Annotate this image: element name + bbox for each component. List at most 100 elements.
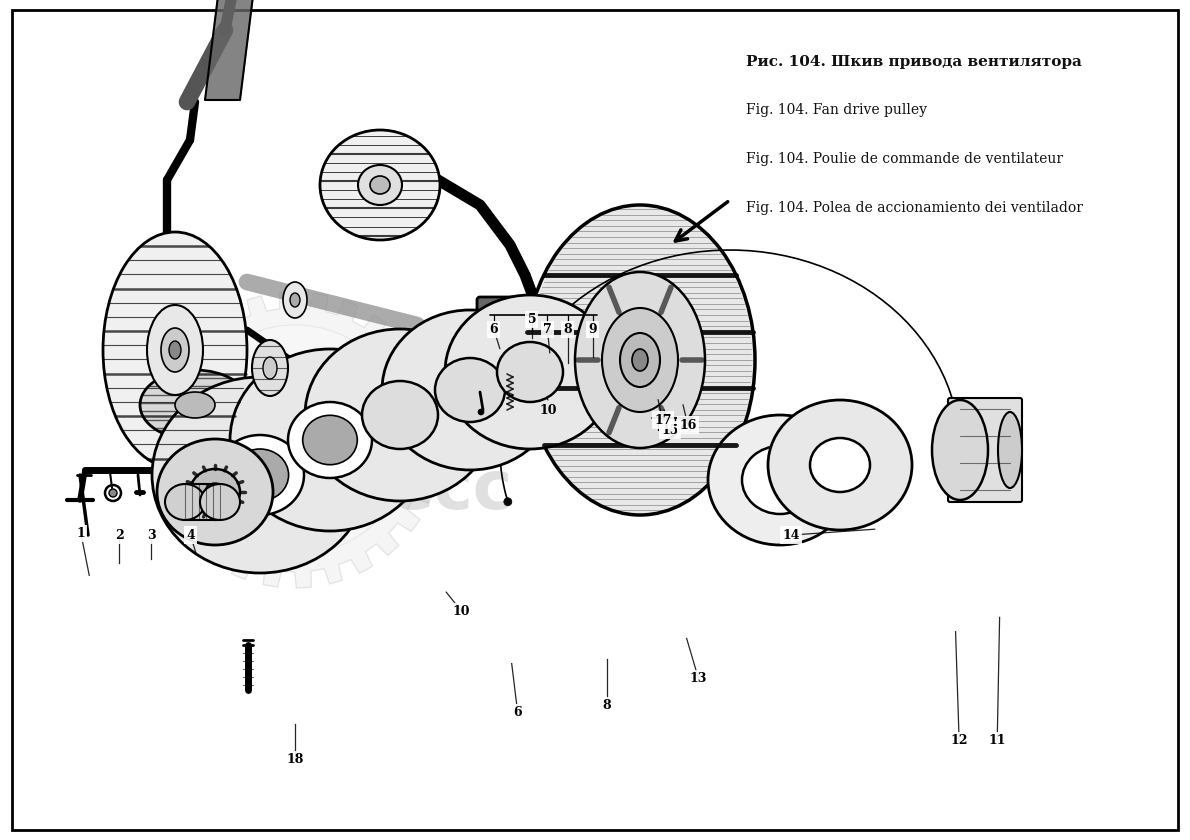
Text: 14: 14 bbox=[783, 528, 800, 542]
Circle shape bbox=[420, 426, 430, 436]
Text: 11: 11 bbox=[989, 734, 1006, 748]
Circle shape bbox=[530, 385, 539, 395]
Ellipse shape bbox=[708, 415, 852, 545]
Circle shape bbox=[837, 414, 844, 422]
Ellipse shape bbox=[305, 329, 495, 501]
Ellipse shape bbox=[445, 295, 615, 449]
Circle shape bbox=[635, 425, 645, 435]
Ellipse shape bbox=[370, 176, 390, 194]
Polygon shape bbox=[205, 0, 255, 100]
Ellipse shape bbox=[240, 385, 350, 495]
Circle shape bbox=[376, 388, 387, 398]
Circle shape bbox=[311, 521, 321, 531]
Circle shape bbox=[401, 385, 411, 395]
Circle shape bbox=[199, 521, 209, 531]
Ellipse shape bbox=[362, 381, 438, 449]
Ellipse shape bbox=[525, 205, 754, 515]
Circle shape bbox=[478, 409, 484, 415]
FancyBboxPatch shape bbox=[477, 297, 574, 368]
Circle shape bbox=[672, 405, 682, 414]
Text: 1: 1 bbox=[76, 527, 86, 540]
Ellipse shape bbox=[288, 402, 372, 478]
Text: 7: 7 bbox=[543, 323, 552, 336]
Circle shape bbox=[888, 461, 896, 469]
Ellipse shape bbox=[302, 415, 357, 465]
Circle shape bbox=[569, 407, 578, 417]
Circle shape bbox=[420, 344, 430, 354]
Polygon shape bbox=[148, 292, 443, 588]
Text: Fig. 104. Fan drive pulley: Fig. 104. Fan drive pulley bbox=[746, 103, 927, 118]
Circle shape bbox=[956, 413, 964, 421]
Text: 15: 15 bbox=[662, 423, 678, 437]
Ellipse shape bbox=[157, 439, 273, 545]
Circle shape bbox=[444, 454, 455, 465]
Ellipse shape bbox=[358, 165, 402, 205]
Ellipse shape bbox=[632, 349, 649, 371]
Ellipse shape bbox=[436, 358, 505, 422]
Circle shape bbox=[311, 419, 321, 429]
Ellipse shape bbox=[231, 449, 289, 501]
Circle shape bbox=[325, 369, 336, 379]
Text: 17: 17 bbox=[654, 413, 671, 427]
Ellipse shape bbox=[252, 340, 288, 396]
Ellipse shape bbox=[382, 310, 558, 470]
Ellipse shape bbox=[497, 342, 563, 402]
Circle shape bbox=[525, 311, 536, 321]
Ellipse shape bbox=[743, 446, 818, 514]
Circle shape bbox=[503, 498, 512, 506]
Text: 9: 9 bbox=[588, 323, 597, 336]
Text: 7012: 7012 bbox=[276, 361, 555, 459]
Circle shape bbox=[635, 285, 645, 295]
Circle shape bbox=[326, 410, 336, 420]
Circle shape bbox=[176, 470, 186, 480]
Circle shape bbox=[547, 312, 563, 328]
Ellipse shape bbox=[932, 400, 988, 500]
Ellipse shape bbox=[320, 130, 440, 240]
Circle shape bbox=[464, 410, 475, 420]
Circle shape bbox=[252, 435, 262, 445]
Ellipse shape bbox=[230, 349, 430, 531]
Circle shape bbox=[800, 494, 807, 502]
Text: Рис. 104. Шкив привода вентилятора: Рис. 104. Шкив привода вентилятора bbox=[746, 55, 1082, 69]
Text: 6: 6 bbox=[489, 323, 499, 336]
Circle shape bbox=[507, 312, 522, 328]
Ellipse shape bbox=[169, 341, 181, 359]
Circle shape bbox=[672, 306, 682, 316]
Circle shape bbox=[956, 479, 964, 487]
Text: есс: есс bbox=[388, 457, 512, 523]
Ellipse shape bbox=[190, 469, 240, 515]
Ellipse shape bbox=[180, 325, 411, 555]
Circle shape bbox=[528, 343, 541, 357]
Text: 16: 16 bbox=[679, 418, 696, 432]
Text: 8: 8 bbox=[602, 699, 612, 712]
Circle shape bbox=[481, 328, 491, 337]
Ellipse shape bbox=[602, 308, 678, 412]
Ellipse shape bbox=[152, 377, 368, 573]
Circle shape bbox=[109, 489, 117, 497]
Circle shape bbox=[397, 435, 408, 445]
Text: 10: 10 bbox=[453, 605, 470, 618]
FancyBboxPatch shape bbox=[948, 398, 1022, 502]
Ellipse shape bbox=[263, 357, 277, 379]
Ellipse shape bbox=[148, 305, 203, 395]
Circle shape bbox=[583, 355, 593, 365]
Text: 10: 10 bbox=[539, 403, 557, 417]
Ellipse shape bbox=[104, 232, 248, 468]
Circle shape bbox=[376, 482, 387, 492]
Circle shape bbox=[463, 367, 472, 377]
Circle shape bbox=[481, 407, 491, 417]
Ellipse shape bbox=[283, 282, 307, 318]
Circle shape bbox=[511, 426, 520, 436]
Circle shape bbox=[346, 365, 356, 375]
Ellipse shape bbox=[620, 333, 660, 387]
Circle shape bbox=[599, 405, 608, 414]
Text: Fig. 104. Polea de accionamiento dei ventilador: Fig. 104. Polea de accionamiento dei ven… bbox=[746, 201, 1083, 215]
Text: Fig. 104. Poulie de commande de ventilateur: Fig. 104. Poulie de commande de ventilat… bbox=[746, 152, 1063, 166]
Circle shape bbox=[274, 388, 283, 398]
Ellipse shape bbox=[290, 293, 300, 307]
Circle shape bbox=[346, 454, 356, 465]
Circle shape bbox=[199, 419, 209, 429]
Ellipse shape bbox=[200, 484, 240, 520]
Circle shape bbox=[444, 365, 455, 375]
Circle shape bbox=[784, 461, 793, 469]
